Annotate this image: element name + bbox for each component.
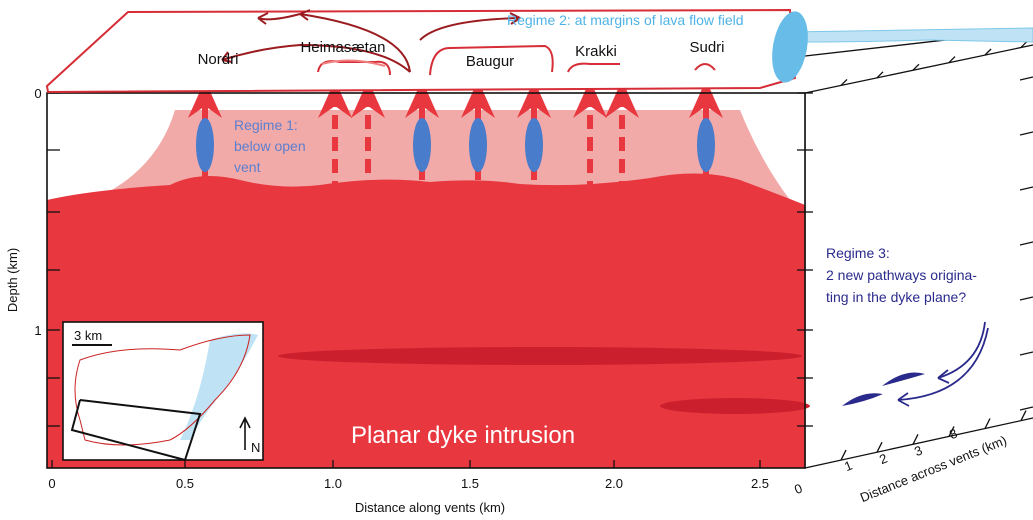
pathway [196,118,214,172]
surface-flow-arrows [221,9,521,73]
z-tick-label: 3 [912,443,924,460]
z-axis-label: Distance across vents (km) [858,433,1009,506]
tick [984,418,991,429]
arrow-head [689,80,723,118]
regime-3-label: ting in the dyke plane? [826,289,966,305]
x-axis-label: Distance along vents (km) [355,500,505,515]
arrow-head [188,80,222,118]
arrow-head [351,80,385,118]
z-tick-label: 1 [842,458,854,475]
x-tick-label: 0 [48,476,55,491]
y-tick-label: 0 [34,86,41,101]
arrow-head [517,80,551,118]
inset-box [70,399,202,461]
x-tick-label: 2.5 [751,476,769,491]
x-tick-label: 1.5 [461,476,479,491]
dark-band [660,398,810,414]
pathway [697,118,715,172]
tick [1019,296,1033,301]
tick [912,434,919,445]
arrow-head [405,80,439,118]
north-arrow [239,416,251,450]
tick [840,449,847,461]
vent-label: Heimasætan [300,39,385,56]
pathway [525,118,543,172]
regime-3-label: Regime 3: [826,245,890,261]
z-tick-label: 8 [947,426,959,443]
pathway [469,118,487,172]
vent-rims [317,44,716,76]
z-tick-label: 0 [792,481,804,498]
x-tick-label: 2.0 [605,476,623,491]
vent-rim [321,59,386,67]
tick [840,78,848,86]
dark-band [278,347,802,365]
tick [1019,406,1033,411]
x-tick-label: 1.0 [324,476,342,491]
regime-1-label: below open [234,138,306,154]
arrow-head [318,80,352,118]
tick [948,56,956,64]
vent-label: Krakki [575,43,617,60]
perspective-ticks [840,40,1033,461]
tick [1019,186,1033,191]
regime-3-label: 2 new pathways origina- [826,267,977,283]
arrows [188,80,723,195]
arrow-head [573,80,607,118]
tick [1019,131,1033,136]
tick [876,441,883,453]
scale-label: 3 km [74,328,102,343]
regime-2-pathway [772,11,808,83]
intrusion-label: Planar dyke intrusion [351,422,575,449]
arrow-head [605,80,639,118]
north-label: N [251,440,260,455]
tick [876,71,884,79]
vent-label: Baugur [466,53,514,70]
tick [1020,40,1028,48]
tick [1019,76,1033,81]
tick [912,63,920,71]
z-tick-label: 2 [877,451,889,468]
tick [984,48,992,56]
y-tick-label: 1 [34,323,41,338]
pathway [413,118,431,172]
tick [1020,410,1027,421]
x-tick-label: 0.5 [176,476,194,491]
regime-3-arrows [897,321,989,407]
tick [948,426,955,437]
regime-2-label: Regime 2: at margins of lava flow field [507,12,744,28]
regime-3-pathway [842,393,883,406]
surface-plate [45,8,797,94]
inset-outline [74,334,251,446]
y-axis-label: Depth (km) [5,248,20,312]
panel-ticks [47,92,813,468]
vent-label: Nordri [198,51,239,68]
panel-frame [46,92,806,469]
vent-label: Sudri [689,39,724,56]
regime-1-label: vent [234,159,261,175]
tick [1019,241,1033,246]
regime-3-pathway [882,372,925,386]
lava-tongue [788,27,1033,43]
arrow-head [461,80,495,118]
tick [1019,351,1033,356]
regime-1-label: Regime 1: [234,117,298,133]
